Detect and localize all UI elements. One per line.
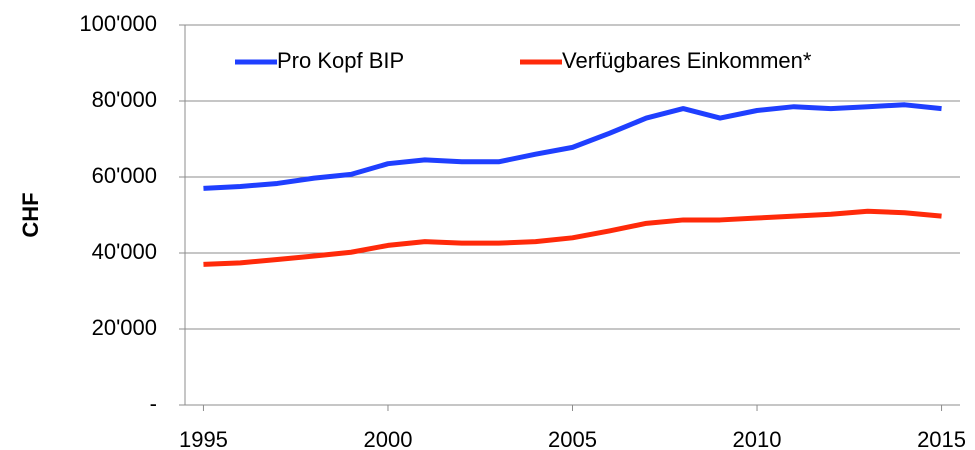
legend-label: Verfügbares Einkommen* bbox=[562, 48, 812, 73]
x-tick-label: 2010 bbox=[733, 427, 782, 450]
y-axis-label: CHF bbox=[18, 192, 43, 237]
legend-label: Pro Kopf BIP bbox=[277, 48, 404, 73]
y-tick-label: 80'000 bbox=[92, 87, 157, 112]
series-line bbox=[203, 102, 942, 191]
y-tick-label: - bbox=[150, 391, 157, 416]
y-tick-label: 20'000 bbox=[92, 315, 157, 340]
y-tick-label: 60'000 bbox=[92, 163, 157, 188]
series-line bbox=[203, 208, 942, 267]
x-tick-label: 2015 bbox=[917, 427, 966, 450]
y-tick-label: 100'000 bbox=[79, 11, 157, 36]
x-tick-label: 2000 bbox=[363, 427, 412, 450]
x-tick-label: 2005 bbox=[548, 427, 597, 450]
y-tick-label: 40'000 bbox=[92, 239, 157, 264]
x-tick-label: 1995 bbox=[179, 427, 228, 450]
